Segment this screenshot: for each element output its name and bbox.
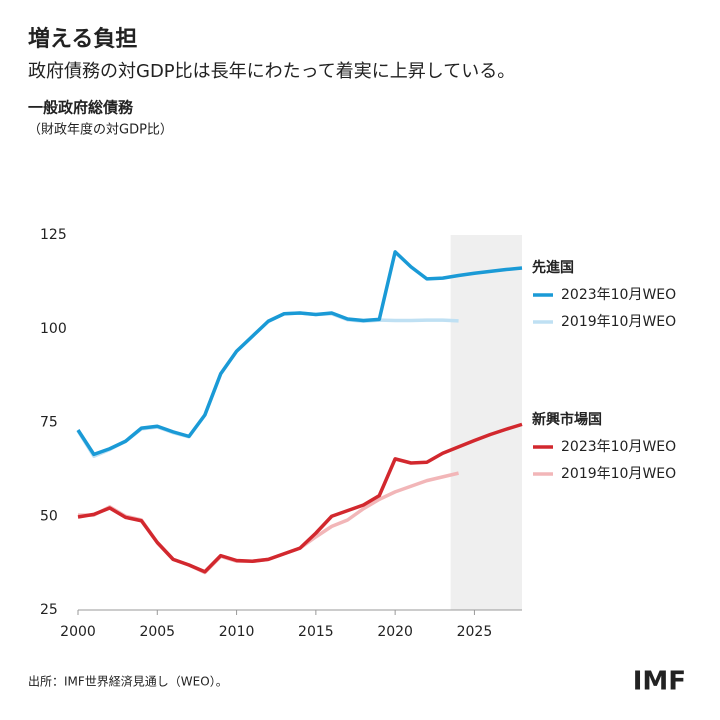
x-tick-label: 2020 (377, 624, 413, 640)
legend-label: 2019年10月WEO (561, 466, 676, 482)
legend-label: 2023年10月WEO (561, 439, 676, 455)
chart-subtitle: （財政年度の対GDP比） (28, 122, 173, 138)
y-tick-label: 75 (40, 415, 58, 431)
series-line (76, 250, 523, 457)
chart-title: 一般政府総債務 (28, 99, 134, 117)
logo: IMF (633, 667, 686, 697)
legend-group-title: 先進国 (532, 259, 574, 276)
x-tick-label: 2025 (457, 624, 493, 640)
y-tick-label: 100 (40, 321, 67, 337)
y-tick-label: 125 (40, 227, 67, 243)
source: 出所：IMF世界経済見通し（WEO）。 (28, 674, 228, 689)
title: 増える負担 (28, 26, 137, 52)
x-tick-label: 2000 (60, 624, 96, 640)
y-tick-label: 50 (40, 508, 58, 524)
legend-label: 2023年10月WEO (561, 287, 676, 303)
subtitle: 政府債務の対GDP比は長年にわたって着実に上昇している。 (28, 61, 515, 82)
series-line (77, 422, 523, 574)
y-tick-label: 25 (40, 602, 58, 618)
legend-group-title: 新興市場国 (532, 411, 602, 428)
x-tick-label: 2005 (139, 624, 175, 640)
legend-label: 2019年10月WEO (561, 314, 676, 330)
projection-shade (450, 235, 522, 610)
x-tick-label: 2010 (219, 624, 255, 640)
x-tick-label: 2015 (298, 624, 334, 640)
